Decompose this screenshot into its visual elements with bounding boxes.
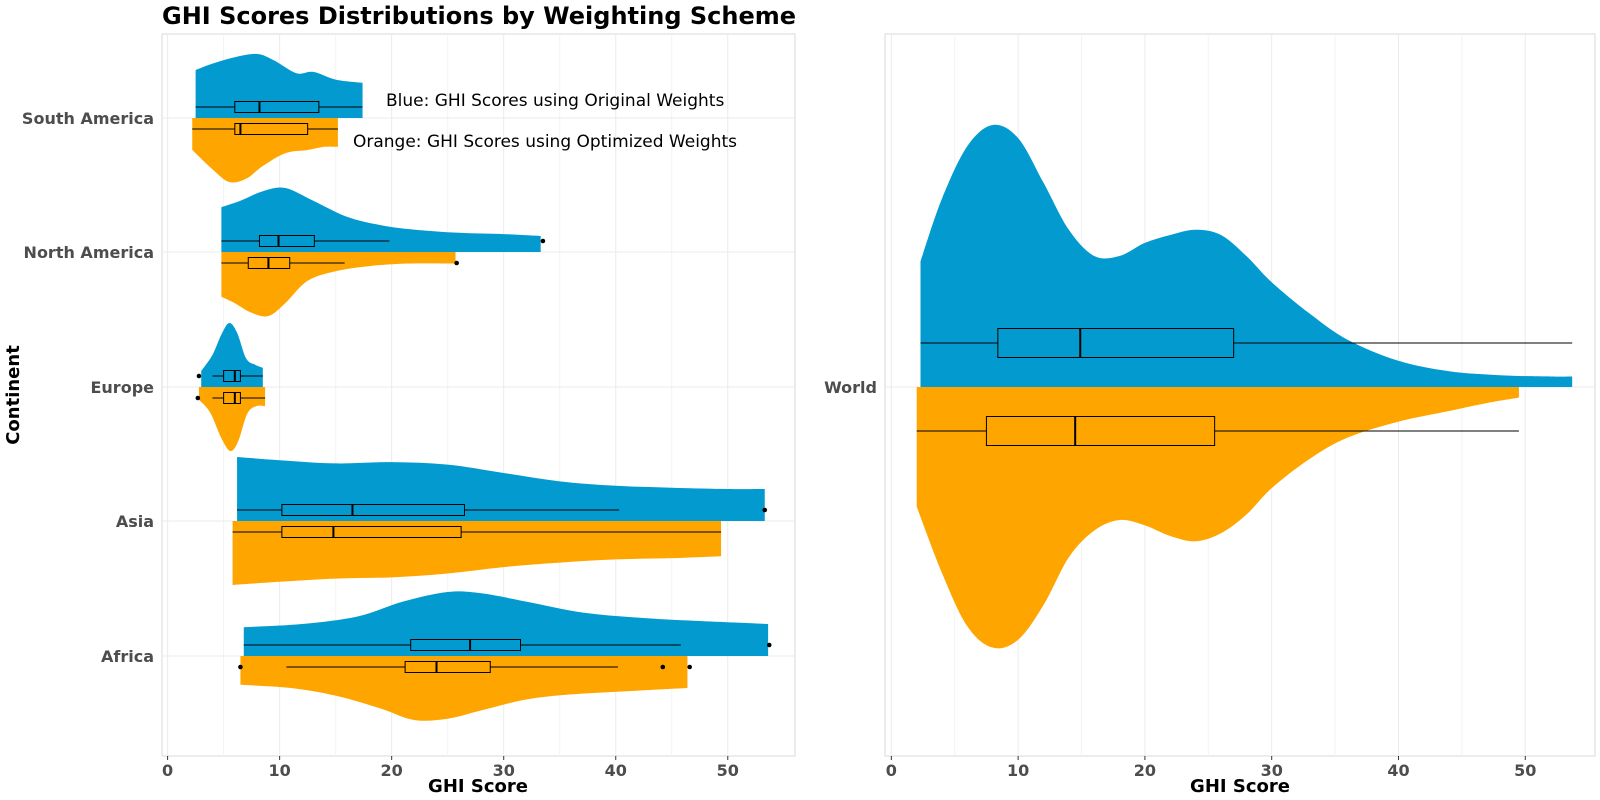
x-tick-label-50: 50	[717, 761, 739, 780]
violin-original-africa	[243, 591, 769, 656]
outlier-optimized-europe-0	[195, 395, 201, 401]
left-x-axis-title: GHI Score	[428, 776, 528, 797]
right-panel: World 0 10 20 30 40 50 GHI Score	[824, 33, 1596, 797]
box-original-south-america	[234, 101, 320, 113]
violin-optimized-africa	[240, 656, 688, 721]
x-tick-label-30: 30	[1261, 761, 1283, 780]
outlier-optimized-africa-2	[687, 664, 692, 670]
x-tick-label-30: 30	[493, 761, 515, 780]
x-tick-label-40: 40	[605, 761, 627, 780]
right-panel-y-tick-labels: World	[824, 378, 877, 397]
y-tick-label-europe: Europe	[90, 378, 154, 397]
box-optimized-asia	[281, 526, 462, 538]
left-panel-x-tick-labels: 0 10 20 30 40 50	[162, 756, 739, 780]
box-optimized-south-america	[234, 123, 309, 135]
right-panel-marks	[916, 124, 1573, 649]
violin-optimized-europe	[198, 387, 266, 452]
x-tick-label-0: 0	[162, 761, 173, 780]
box-original-asia	[281, 504, 465, 516]
left-y-axis-title: Continent	[3, 345, 24, 445]
y-tick-label-south-america: South America	[22, 109, 154, 128]
x-tick-label-50: 50	[1514, 761, 1536, 780]
x-tick-label-0: 0	[886, 761, 897, 780]
x-tick-label-40: 40	[1387, 761, 1409, 780]
x-tick-label-10: 10	[1007, 761, 1029, 780]
chart-title: GHI Scores Distributions by Weighting Sc…	[162, 2, 796, 30]
annotation-blue: Blue: GHI Scores using Original Weights	[386, 91, 724, 111]
right-x-axis-title: GHI Score	[1190, 776, 1290, 797]
violin-original-world	[920, 124, 1573, 387]
left-panel-marks	[192, 53, 772, 721]
left-panel: South America North America Europe Asia Afri…	[3, 33, 796, 797]
outlier-original-north-america-0	[540, 238, 546, 244]
outlier-optimized-north-america-0	[454, 260, 459, 266]
box-original-north-america	[258, 235, 315, 247]
box-original-world	[997, 328, 1235, 358]
box-optimized-africa	[404, 661, 491, 673]
y-tick-label-asia: Asia	[116, 512, 154, 531]
y-tick-label-africa: Africa	[101, 647, 154, 666]
box-original-europe	[223, 370, 241, 382]
box-optimized-world	[985, 416, 1216, 446]
left-panel-y-tick-labels: South America North America Europe Asia Afri…	[22, 109, 154, 666]
violin-optimized-world	[916, 387, 1519, 649]
outlier-optimized-africa-0	[238, 664, 243, 670]
x-tick-label-10: 10	[269, 761, 291, 780]
y-tick-label-north-america: North America	[24, 243, 154, 262]
outlier-original-europe-0	[196, 373, 202, 379]
x-tick-label-20: 20	[381, 761, 403, 780]
violin-original-europe	[201, 322, 263, 387]
outlier-original-africa-0	[766, 642, 772, 648]
box-original-africa	[410, 639, 522, 651]
y-tick-label-world: World	[824, 378, 877, 397]
right-panel-x-tick-labels: 0 10 20 30 40 50	[886, 756, 1536, 780]
annotation-orange: Orange: GHI Scores using Optimized Weigh…	[353, 132, 737, 152]
x-tick-label-20: 20	[1134, 761, 1156, 780]
outlier-original-asia-0	[762, 507, 768, 513]
box-optimized-europe	[223, 392, 241, 404]
outlier-optimized-africa-1	[660, 664, 666, 670]
